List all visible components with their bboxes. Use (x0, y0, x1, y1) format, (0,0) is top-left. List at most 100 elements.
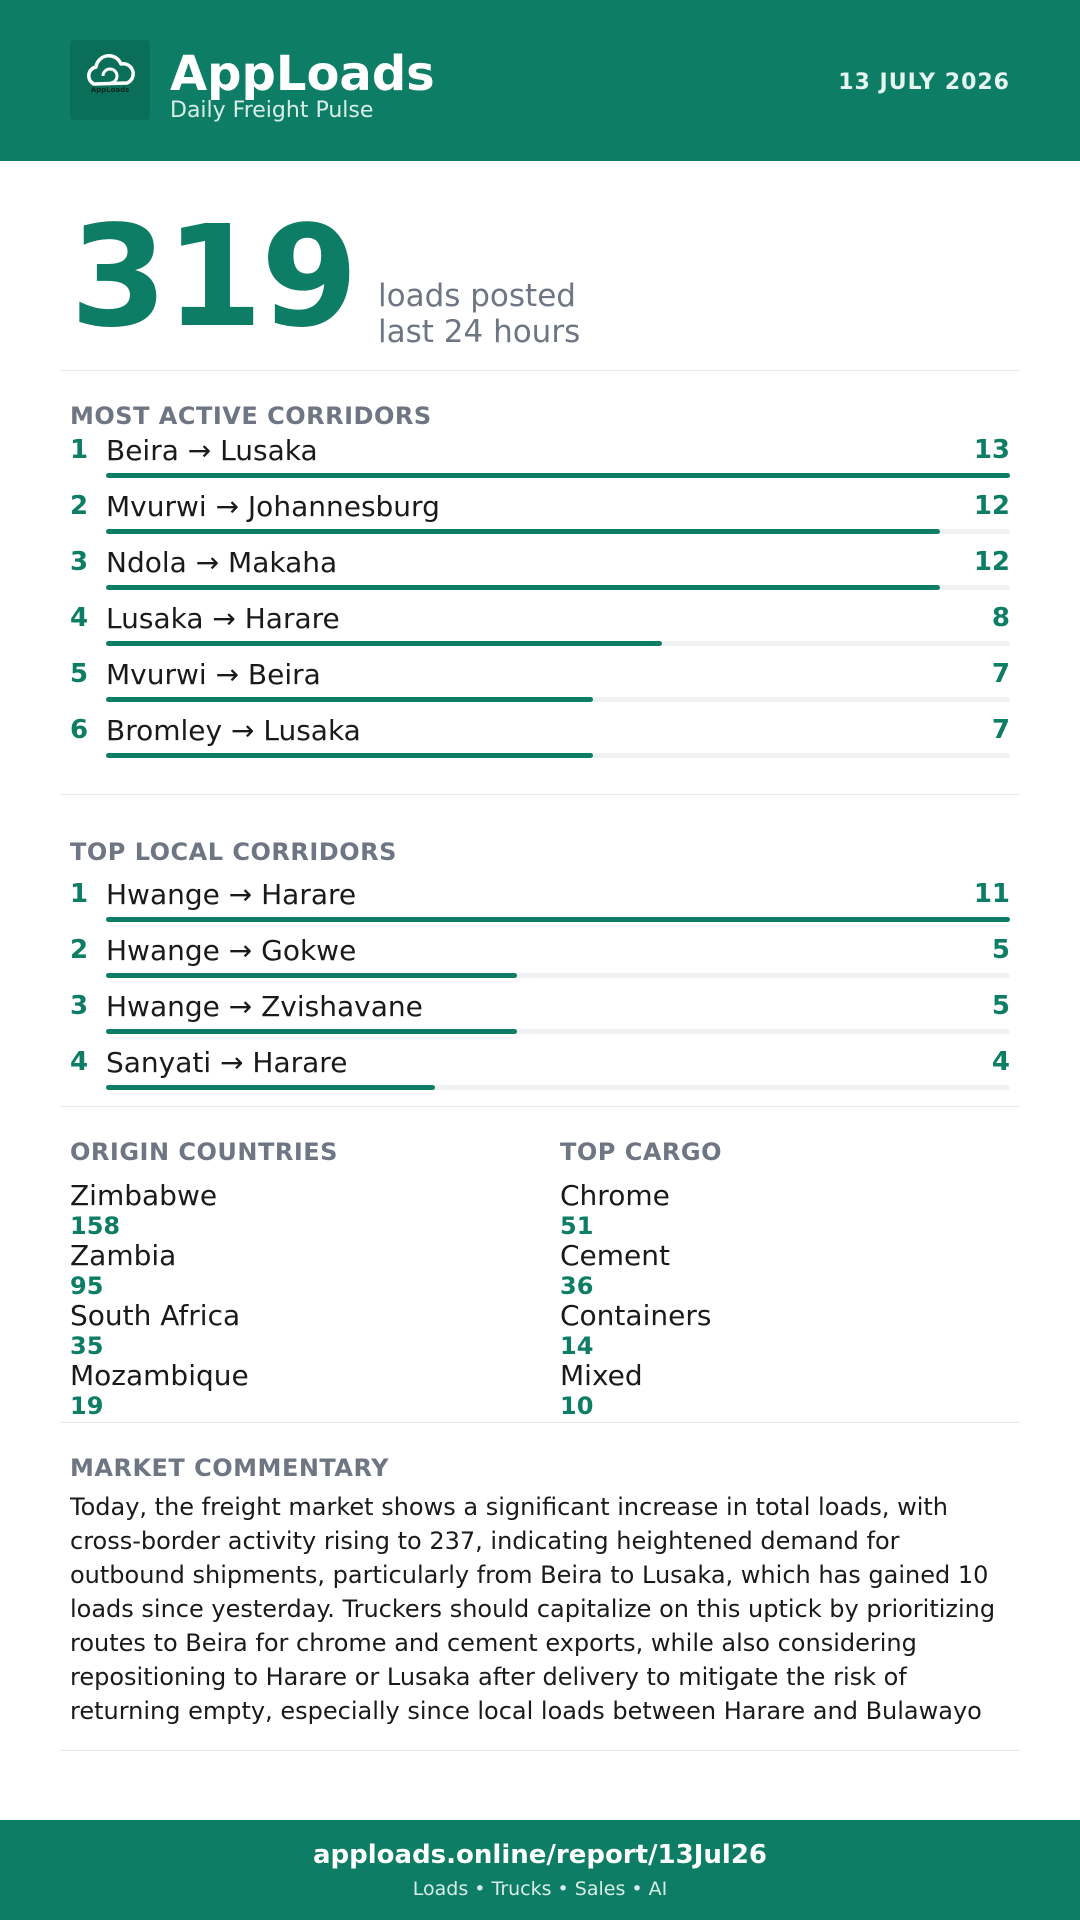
corridor-bar-track (106, 753, 1010, 758)
corridor-route: Mvurwi → Beira (106, 658, 321, 691)
most-active-title: MOST ACTIVE CORRIDORS (70, 402, 432, 430)
cargo-type-value: 36 (560, 1272, 594, 1300)
corridor-bar-fill (106, 585, 941, 590)
app-subtitle: Daily Freight Pulse (170, 98, 374, 123)
corridor-route: Bromley → Lusaka (106, 714, 361, 747)
report-date: 13 JULY 2026 (838, 70, 1010, 95)
corridor-rank: 3 (70, 991, 89, 1021)
corridor-row: 5 Mvurwi → Beira 7 (70, 657, 1010, 713)
corridor-count: 8 (991, 603, 1010, 633)
corridor-rank: 2 (70, 935, 89, 965)
origin-country-value: 95 (70, 1272, 104, 1300)
corridor-route: Beira → Lusaka (106, 434, 318, 467)
loads-posted-count: 319 (70, 196, 358, 359)
origin-country-value: 19 (70, 1392, 104, 1420)
corridor-bar-track (106, 473, 1010, 478)
top-cargo-list: Chrome 51 Cement 36 Containers 14 Mixed 10 (560, 1179, 980, 1421)
market-commentary-text: Today, the freight market shows a signif… (70, 1493, 996, 1725)
market-commentary-title: MARKET COMMENTARY (70, 1454, 390, 1482)
report-footer: apploads.online/report/13Jul26 Loads • T… (0, 1820, 1080, 1920)
cargo-type-value: 10 (560, 1392, 594, 1420)
top-local-title: TOP LOCAL CORRIDORS (70, 838, 397, 866)
corridor-bar-track (106, 917, 1010, 922)
corridor-row: 4 Sanyati → Harare 4 (70, 1045, 1010, 1101)
corridor-count: 11 (973, 879, 1010, 909)
corridor-bar-track (106, 697, 1010, 702)
corridor-bar-fill (106, 973, 517, 978)
divider (60, 1750, 1020, 1751)
origin-country-name: Zimbabwe (70, 1179, 218, 1212)
corridor-bar-fill (106, 1029, 517, 1034)
cargo-type-value: 51 (560, 1212, 594, 1240)
top-cargo-column: TOP CARGO Chrome 51 Cement 36 Containers 14 Mi… (560, 1138, 980, 1420)
app-logo: AppLoads (70, 40, 150, 120)
corridor-row: 3 Hwange → Zvishavane 5 (70, 989, 1010, 1045)
corridor-count: 12 (973, 547, 1010, 577)
divider (60, 1422, 1020, 1423)
cargo-type-value: 14 (560, 1332, 594, 1360)
corridor-row: 2 Hwange → Gokwe 5 (70, 933, 1010, 989)
origin-countries-list: Zimbabwe 158 Zambia 95 South Africa 35 Mozambi… (70, 1179, 490, 1421)
corridor-bar-fill (106, 753, 593, 758)
corridor-bar-fill (106, 641, 663, 646)
corridor-row: 6 Bromley → Lusaka 7 (70, 713, 1010, 769)
cargo-type-name: Containers (560, 1299, 712, 1332)
corridor-bar-fill (106, 473, 1010, 478)
corridor-bar-track (106, 585, 1010, 590)
corridor-count: 4 (991, 1047, 1010, 1077)
corridor-rank: 6 (70, 715, 89, 745)
corridor-count: 7 (991, 659, 1010, 689)
corridor-count: 5 (991, 991, 1010, 1021)
corridor-route: Hwange → Zvishavane (106, 990, 423, 1023)
corridor-route: Lusaka → Harare (106, 602, 340, 635)
origin-countries-column: ORIGIN COUNTRIES Zimbabwe 158 Zambia 95 Sout… (70, 1138, 490, 1420)
corridor-count: 12 (973, 491, 1010, 521)
corridor-rank: 1 (70, 435, 89, 465)
report-header: AppLoads AppLoads Daily Freight Pulse 13… (0, 0, 1080, 161)
corridor-bar-track (106, 529, 1010, 534)
cargo-type-name: Cement (560, 1239, 671, 1272)
corridor-rank: 4 (70, 603, 89, 633)
corridor-route: Sanyati → Harare (106, 1046, 348, 1079)
app-title: AppLoads (170, 46, 435, 102)
origin-countries-title: ORIGIN COUNTRIES (70, 1138, 338, 1166)
report-url-link[interactable]: apploads.online/report/13Jul26 (312, 1840, 768, 1870)
corridor-bar-fill (106, 917, 1010, 922)
corridor-rank: 5 (70, 659, 89, 689)
corridor-bar-fill (106, 1085, 435, 1090)
corridor-row: 3 Ndola → Makaha 12 (70, 545, 1010, 601)
corridor-bar-track (106, 1029, 1010, 1034)
corridor-count: 7 (991, 715, 1010, 745)
corridor-row: 1 Beira → Lusaka 13 (70, 433, 1010, 489)
top-cargo-title: TOP CARGO (560, 1138, 722, 1166)
divider (60, 370, 1020, 371)
corridor-bar-track (106, 641, 1010, 646)
origin-country-value: 35 (70, 1332, 104, 1360)
corridor-route: Hwange → Gokwe (106, 934, 357, 967)
cloud-icon (87, 54, 135, 86)
loads-posted-label: loads posted last 24 hours (378, 278, 678, 350)
corridor-bar-track (106, 973, 1010, 978)
corridor-bar-track (106, 1085, 1010, 1090)
cargo-type-name: Mixed (560, 1359, 643, 1392)
logo-text: AppLoads (90, 86, 130, 94)
corridor-count: 5 (991, 935, 1010, 965)
corridor-route: Ndola → Makaha (106, 546, 338, 579)
corridor-count: 13 (973, 435, 1010, 465)
corridor-row: 2 Mvurwi → Johannesburg 12 (70, 489, 1010, 545)
corridor-row: 1 Hwange → Harare 11 (70, 877, 1010, 933)
loads-posted-label-line2: last 24 hours (378, 314, 581, 350)
loads-posted-label-line1: loads posted (378, 278, 576, 314)
origin-country-name: Mozambique (70, 1359, 249, 1392)
corridor-bar-fill (106, 529, 941, 534)
corridor-rank: 1 (70, 879, 89, 909)
divider (60, 1106, 1020, 1107)
corridor-route: Hwange → Harare (106, 878, 357, 911)
corridor-row: 4 Lusaka → Harare 8 (70, 601, 1010, 657)
corridor-rank: 3 (70, 547, 89, 577)
corridor-route: Mvurwi → Johannesburg (106, 490, 440, 523)
corridor-rank: 4 (70, 1047, 89, 1077)
origin-country-name: South Africa (70, 1299, 241, 1332)
origin-country-name: Zambia (70, 1239, 177, 1272)
cargo-type-name: Chrome (560, 1179, 670, 1212)
